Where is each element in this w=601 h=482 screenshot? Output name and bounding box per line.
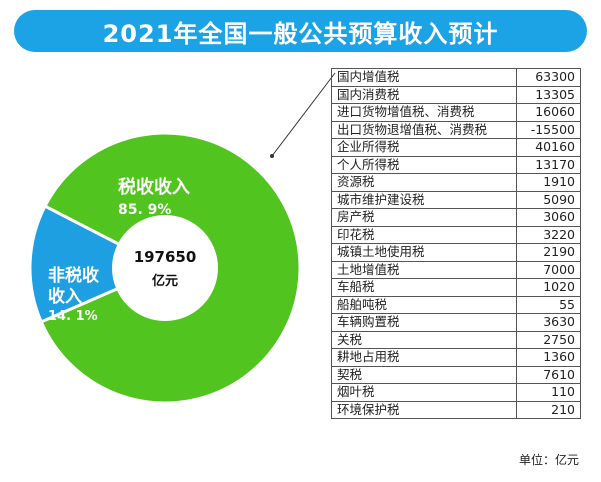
- tax-item-name: 车船税: [330, 278, 518, 297]
- tax-item-name: 契税: [330, 365, 518, 384]
- tax-item-name: 进口货物增值税、消费税: [330, 103, 518, 122]
- tax-item-value: 3060: [516, 208, 581, 227]
- tax-item-value: 40160: [516, 138, 581, 157]
- tax-item-name: 城市维护建设税: [330, 190, 518, 209]
- non-tax-revenue-label-line1: 非税收: [48, 265, 99, 286]
- table-row: 城镇土地使用税 2190: [330, 243, 581, 262]
- tax-item-name: 国内消费税: [330, 85, 518, 104]
- table-row: 烟叶税 110: [330, 383, 581, 402]
- table-row: 出口货物退增值税、消费税 -15500: [330, 120, 581, 139]
- table-row: 个人所得税 13170: [330, 155, 581, 174]
- table-row: 环境保护税 210: [330, 400, 581, 419]
- total-unit: 亿元: [152, 273, 178, 289]
- tax-item-value: 7000: [516, 260, 581, 279]
- table-row: 国内增值税 63300: [330, 68, 581, 87]
- table-row: 车辆购置税 3630: [330, 313, 581, 332]
- table-row: 印花税 3220: [330, 225, 581, 244]
- tax-item-value: 5090: [516, 190, 581, 209]
- table-row: 船舶吨税 55: [330, 295, 581, 314]
- tax-item-name: 房产税: [330, 208, 518, 227]
- tax-item-value: 3220: [516, 225, 581, 244]
- tax-item-value: 1020: [516, 278, 581, 297]
- tax-item-name: 印花税: [330, 225, 518, 244]
- tax-item-value: 13305: [516, 85, 581, 104]
- tax-item-name: 资源税: [330, 173, 518, 192]
- tax-item-value: 63300: [516, 68, 581, 87]
- table-row: 资源税 1910: [330, 173, 581, 192]
- chart-title: 2021年全国一般公共预算收入预计: [14, 10, 587, 52]
- tax-item-name: 土地增值税: [330, 260, 518, 279]
- tax-item-name: 出口货物退增值税、消费税: [330, 120, 518, 139]
- non-tax-revenue-percent: 14. 1%: [48, 309, 98, 324]
- table-row: 城市维护建设税 5090: [330, 190, 581, 209]
- leader-dot: [270, 154, 274, 158]
- table-row: 国内消费税 13305: [330, 85, 581, 104]
- table-row: 企业所得税 40160: [330, 138, 581, 157]
- tax-item-value: 2190: [516, 243, 581, 262]
- table-row: 车船税 1020: [330, 278, 581, 297]
- tax-item-name: 车辆购置税: [330, 313, 518, 332]
- tax-item-name: 国内增值税: [330, 68, 518, 87]
- tax-item-name: 烟叶税: [330, 383, 518, 402]
- table-row: 耕地占用税 1360: [330, 348, 581, 367]
- tax-item-value: 13170: [516, 155, 581, 174]
- table-row: 契税 7610: [330, 365, 581, 384]
- tax-item-name: 城镇土地使用税: [330, 243, 518, 262]
- tax-item-value: 3630: [516, 313, 581, 332]
- tax-revenue-label: 税收收入: [118, 176, 190, 198]
- donut-hole: [112, 215, 218, 321]
- non-tax-revenue-label-line2: 收入: [48, 286, 82, 307]
- non-tax-revenue-slice: [28, 204, 169, 324]
- tax-item-value: -15500: [516, 120, 581, 139]
- tax-item-value: 210: [516, 400, 581, 419]
- tax-item-value: 110: [516, 383, 581, 402]
- tax-item-name: 环境保护税: [330, 400, 518, 419]
- table-row: 土地增值税 7000: [330, 260, 581, 279]
- table-row: 关税 2750: [330, 330, 581, 349]
- tax-item-name: 关税: [330, 330, 518, 349]
- tax-item-value: 16060: [516, 103, 581, 122]
- tax-item-name: 耕地占用税: [330, 348, 518, 367]
- tax-item-name: 个人所得税: [330, 155, 518, 174]
- tax-item-value: 1910: [516, 173, 581, 192]
- tax-item-value: 2750: [516, 330, 581, 349]
- table-row: 进口货物增值税、消费税 16060: [330, 103, 581, 122]
- leader-line: [271, 72, 336, 157]
- tax-item-value: 1360: [516, 348, 581, 367]
- tax-item-value: 7610: [516, 365, 581, 384]
- tax-revenue-percent: 85. 9%: [118, 202, 171, 218]
- tax-revenue-table: 国内增值税 63300 国内消费税 13305 进口货物增值税、消费税 16060 出口货物…: [330, 68, 581, 419]
- total-value: 197650: [134, 248, 197, 266]
- tax-item-value: 55: [516, 295, 581, 314]
- tax-item-name: 船舶吨税: [330, 295, 518, 314]
- unit-note: 单位：亿元: [518, 453, 579, 467]
- tax-item-name: 企业所得税: [330, 138, 518, 157]
- table-row: 房产税 3060: [330, 208, 581, 227]
